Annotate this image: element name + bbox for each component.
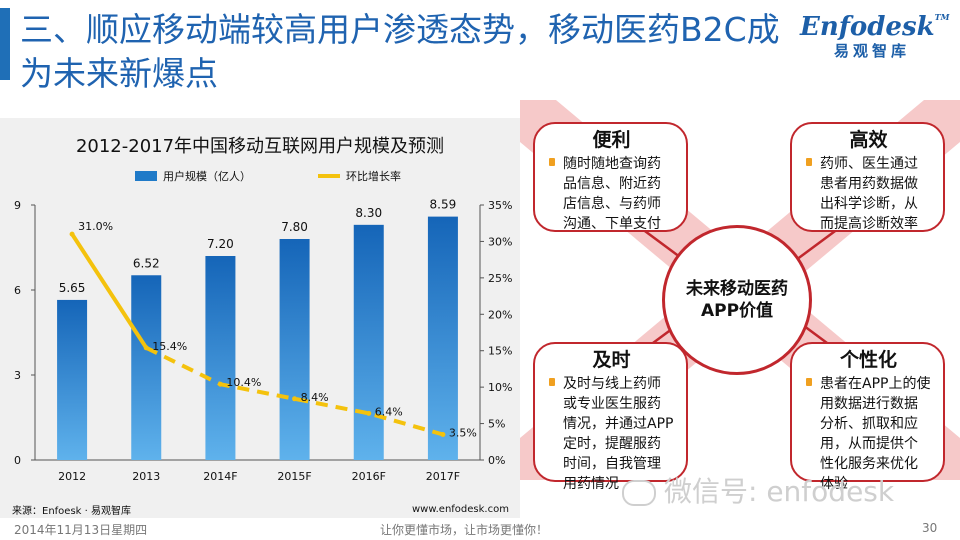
x-tick-label: 2016F — [352, 470, 386, 483]
y-right-tick-label: 30% — [488, 235, 512, 248]
y-right-tick-label: 5% — [488, 418, 505, 431]
y-left-tick-label: 6 — [14, 284, 21, 297]
bullet-icon — [549, 378, 555, 386]
growth-point — [440, 432, 446, 437]
bullet-icon — [806, 378, 812, 386]
x-tick-label: 2014F — [203, 470, 237, 483]
bullet-icon — [806, 158, 812, 166]
y-left-tick-label: 9 — [14, 199, 21, 212]
growth-point — [366, 410, 372, 416]
growth-line-solid — [70, 233, 148, 349]
box-title: 及时 — [592, 349, 631, 371]
growth-value-label: 15.4% — [152, 340, 187, 353]
bar-value-label: 8.59 — [430, 198, 457, 212]
bar-value-label: 7.80 — [281, 220, 308, 234]
title-accent-bar — [0, 8, 10, 80]
x-tick-label: 2015F — [277, 470, 311, 483]
slide-title: 三、顺应移动端较高用户渗透态势，移动医药B2C成为未来新爆点 — [20, 10, 780, 93]
footer-slogan: 让你更懂市场，让市场更懂你！ — [380, 523, 549, 537]
bar-value-label: 5.65 — [59, 281, 86, 295]
box-title: 高效 — [849, 129, 888, 151]
chart-title: 2012-2017年中国移动互联网用户规模及预测 — [75, 136, 445, 157]
growth-point — [217, 381, 223, 387]
box-title: 便利 — [592, 129, 631, 151]
box-text: 随时随地查询药品信息、附近药店信息、与药师沟通、下单支付 — [563, 156, 661, 232]
bar-value-label: 6.52 — [133, 256, 160, 270]
growth-point — [292, 396, 298, 402]
bar — [279, 239, 310, 460]
box-text: 药师、医生通过患者用药数据做出科学诊断，从而提高诊断效率 — [820, 156, 918, 232]
footer-date: 2014年11月13日星期四 — [14, 523, 148, 537]
growth-value-label: 8.4% — [301, 391, 329, 404]
wechat-watermark: 微信号: enfodesk — [622, 470, 894, 510]
center-line-2: APP价值 — [700, 301, 774, 321]
y-right-tick-label: 25% — [488, 272, 512, 285]
center-line-1: 未来移动医药 — [686, 279, 788, 299]
diagram-box-efficiency: 高效 药师、医生通过患者用药数据做出科学诊断，从而提高诊断效率 — [790, 122, 945, 232]
source-note: 来源：Enfoesk · 易观智库 — [12, 506, 131, 517]
growth-value-label: 6.4% — [375, 405, 403, 418]
bar — [131, 275, 162, 460]
box-text: 及时与线上药师或专业医生服药情况，并通过APP定时，提醒服药时间，自我管理用药情… — [563, 376, 674, 492]
page-number: 30 — [922, 521, 938, 535]
legend-bar-label: 用户规模（亿人） — [163, 170, 251, 183]
y-right-tick-label: 0% — [488, 454, 505, 467]
wechat-icon — [622, 480, 656, 506]
bar — [353, 224, 384, 460]
y-right-tick-label: 20% — [488, 308, 512, 321]
diagram-box-convenience: 便利 随时随地查询药品信息、附近药店信息、与药师沟通、下单支付 — [533, 122, 688, 232]
enfodesk-logo: EnfodeskTM 易观智库 — [800, 12, 950, 61]
y-right-tick-label: 15% — [488, 345, 512, 358]
diagram-box-timely: 及时 及时与线上药师或专业医生服药情况，并通过APP定时，提醒服药时间，自我管理… — [533, 342, 688, 492]
box-title: 个性化 — [839, 349, 897, 371]
website: www.enfodesk.com — [412, 504, 509, 515]
legend-line-label: 环比增长率 — [346, 170, 401, 183]
diagram-center-circle: 未来移动医药 APP价值 — [662, 225, 812, 375]
legend-line: 环比增长率 — [318, 168, 401, 184]
bullet-icon — [549, 158, 555, 166]
bar — [427, 216, 458, 460]
logo-text: Enfodesk — [800, 12, 935, 42]
wechat-text: 微信号: enfodesk — [664, 475, 895, 508]
growth-value-label: 31.0% — [78, 220, 113, 233]
y-left-tick-label: 0 — [14, 454, 21, 467]
diagram-box-personalized: 个性化 患者在APP上的使用数据进行数据分析、抓取和应用，从而提供个性化服务来优… — [790, 342, 945, 492]
bar — [57, 299, 88, 460]
legend-bar-swatch — [135, 171, 157, 181]
x-tick-label: 2017F — [426, 470, 460, 483]
logo-tm: TM — [934, 12, 950, 22]
y-right-tick-label: 10% — [488, 381, 512, 394]
growth-point — [69, 231, 75, 237]
y-left-tick-label: 3 — [14, 369, 21, 382]
bar — [205, 256, 236, 460]
growth-value-label: 10.4% — [226, 376, 261, 389]
x-tick-label: 2013 — [132, 470, 160, 483]
logo-chinese: 易观智库 — [834, 42, 911, 60]
legend-bar: 用户规模（亿人） — [135, 168, 251, 184]
box-text: 患者在APP上的使用数据进行数据分析、抓取和应用，从而提供个性化服务来优化体验 — [820, 376, 931, 492]
chart-svg: 0 3 6 9 0% 5% 10% 15% 20% 25% 30% 35% 5.65 2012 6.52 20… — [14, 198, 512, 483]
growth-value-label: 3.5% — [449, 427, 477, 440]
x-tick-label: 2012 — [58, 470, 86, 483]
bar-value-label: 8.30 — [355, 206, 382, 220]
y-right-tick-label: 35% — [488, 199, 512, 212]
legend-line-swatch — [318, 174, 340, 178]
growth-point — [143, 345, 149, 351]
bar-value-label: 7.20 — [207, 237, 234, 251]
